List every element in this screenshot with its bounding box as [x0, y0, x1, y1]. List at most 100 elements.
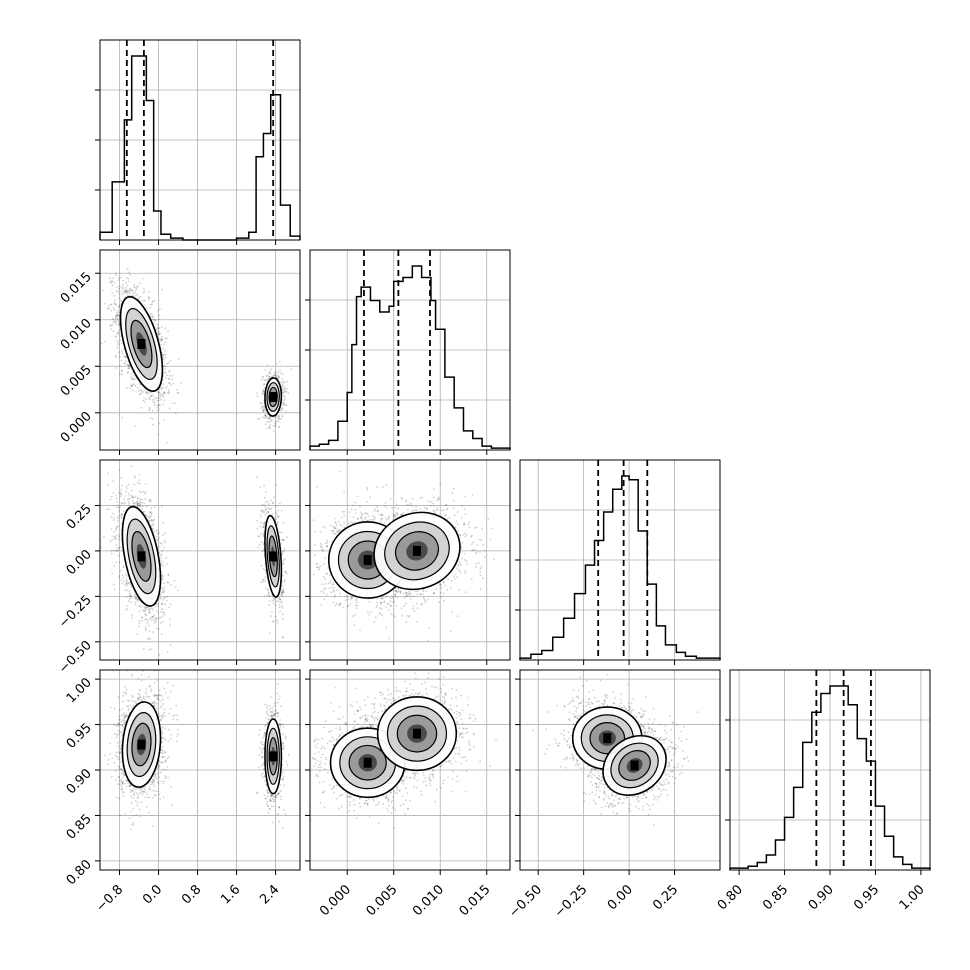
- sample-point: [153, 319, 156, 322]
- sample-point: [119, 495, 122, 497]
- sample-point: [139, 295, 142, 298]
- sample-point: [129, 287, 132, 290]
- sample-point: [270, 368, 272, 371]
- sample-point: [141, 616, 143, 619]
- sample-point: [132, 389, 134, 392]
- sample-point: [134, 502, 137, 504]
- sample-point: [142, 647, 145, 650]
- sample-point: [139, 473, 141, 476]
- sample-point: [106, 307, 109, 310]
- sample-point: [141, 508, 144, 510]
- sample-point: [133, 283, 136, 286]
- sample-point: [283, 550, 285, 553]
- sample-point: [282, 382, 285, 385]
- sample-point: [155, 610, 158, 612]
- sample-point: [146, 621, 149, 624]
- sample-point: [263, 522, 265, 524]
- sample-point: [160, 338, 163, 341]
- sample-point: [128, 288, 131, 291]
- sample-point: [174, 586, 177, 588]
- sample-point: [148, 500, 151, 503]
- sample-point: [149, 638, 152, 641]
- sample-point: [111, 280, 114, 283]
- sample-point: [257, 546, 260, 549]
- sample-point: [162, 357, 165, 359]
- sample-point: [117, 343, 120, 346]
- sample-point: [159, 308, 161, 310]
- sample-point: [277, 375, 280, 377]
- sample-point: [162, 590, 165, 592]
- sample-point: [160, 557, 163, 560]
- sample-point: [177, 392, 180, 394]
- sample-point: [259, 402, 262, 404]
- sample-point: [123, 510, 125, 512]
- sample-point: [270, 507, 273, 510]
- sample-point: [151, 300, 154, 303]
- sample-point: [121, 513, 124, 516]
- sample-point: [130, 384, 133, 387]
- sample-point: [117, 517, 119, 520]
- sample-point: [264, 368, 267, 371]
- sample-point: [142, 291, 145, 294]
- sample-point: [151, 607, 154, 610]
- sample-point: [165, 385, 168, 388]
- sample-point: [143, 304, 146, 307]
- sample-point: [263, 387, 266, 390]
- axes-frame: [99, 249, 301, 451]
- sample-point: [116, 340, 119, 342]
- sample-point: [114, 320, 116, 323]
- sample-point: [158, 330, 160, 333]
- sample-point: [114, 550, 117, 553]
- sample-point: [127, 582, 130, 585]
- sample-point: [280, 406, 283, 409]
- sample-point: [113, 294, 115, 297]
- sample-point: [162, 608, 164, 611]
- sample-point: [278, 425, 280, 428]
- sample-point: [266, 427, 269, 430]
- sample-point: [167, 581, 170, 584]
- sample-point: [290, 368, 293, 371]
- sample-point: [170, 378, 173, 381]
- sample-point: [135, 598, 137, 601]
- sample-point: [157, 309, 160, 312]
- sample-point: [120, 369, 123, 372]
- sample-point: [153, 519, 156, 521]
- sample-point: [143, 300, 146, 302]
- sample-point: [165, 556, 168, 559]
- sample-point: [276, 621, 279, 624]
- sample-point: [169, 603, 172, 606]
- sample-point: [260, 581, 262, 583]
- sample-point: [117, 525, 120, 528]
- sample-point: [267, 589, 269, 591]
- sample-point: [127, 280, 130, 283]
- sample-point: [168, 392, 171, 395]
- sample-point: [152, 615, 154, 618]
- sample-point: [136, 505, 139, 508]
- sample-point: [118, 297, 121, 300]
- sample-point: [117, 533, 119, 536]
- sample-point: [264, 491, 267, 494]
- sample-point: [115, 290, 118, 293]
- sample-point: [115, 315, 118, 318]
- sample-point: [261, 393, 264, 395]
- sample-point: [139, 383, 142, 385]
- sample-point: [145, 391, 148, 394]
- sample-point: [113, 309, 116, 312]
- sample-point: [138, 393, 141, 396]
- sample-point: [269, 375, 271, 378]
- sample-point: [149, 511, 152, 514]
- sample-point: [180, 382, 182, 384]
- sample-point: [157, 603, 160, 605]
- sample-point: [282, 392, 284, 394]
- sample-point: [268, 377, 271, 379]
- sample-point: [127, 600, 130, 603]
- sample-point: [145, 392, 148, 395]
- sample-point: [128, 367, 131, 369]
- sample-point: [123, 291, 125, 294]
- sample-point: [127, 367, 130, 370]
- sample-point: [117, 331, 119, 334]
- sample-point: [118, 320, 121, 323]
- sample-point: [281, 387, 284, 390]
- sample-point: [166, 581, 169, 584]
- sample-point: [283, 390, 286, 393]
